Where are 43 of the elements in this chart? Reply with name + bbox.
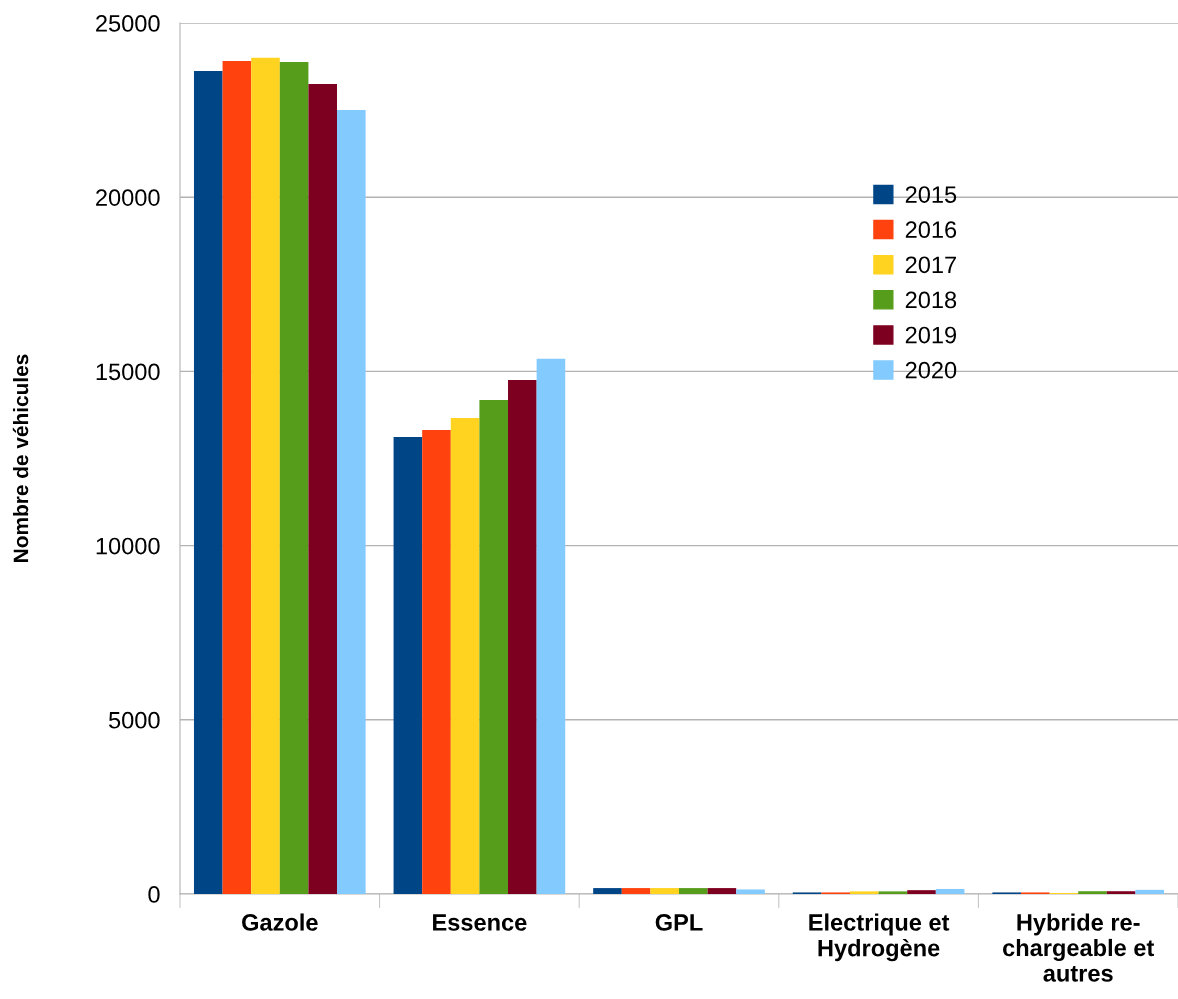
y-tick-label: 25000 — [96, 15, 160, 32]
y-tick-label: 10000 — [96, 537, 160, 555]
bar — [536, 358, 566, 894]
legend-label: 2020 — [905, 361, 957, 379]
y-tick-label: 5000 — [108, 711, 160, 729]
bar — [849, 891, 879, 894]
bar — [393, 436, 423, 894]
bar — [422, 429, 451, 894]
bar — [878, 891, 908, 894]
y-tick-label: 15000 — [96, 363, 160, 381]
bar — [1078, 891, 1107, 894]
bar — [508, 380, 537, 894]
x-tick-label: GPL — [655, 914, 703, 931]
bar — [935, 888, 965, 894]
bar — [593, 888, 622, 894]
y-axis-title: Nombre de véhicules — [12, 354, 29, 562]
legend-label: 2019 — [905, 326, 957, 344]
bar — [222, 60, 252, 894]
bar — [907, 890, 936, 894]
bar — [308, 83, 338, 894]
bar — [193, 71, 223, 894]
bar — [650, 888, 679, 894]
bar — [736, 889, 765, 894]
y-tick-label: 0 — [148, 886, 160, 903]
bar — [479, 399, 509, 894]
bar — [337, 110, 366, 894]
x-tick-label: Gazole — [242, 913, 318, 931]
y-tick-label: 20000 — [96, 189, 160, 206]
bar — [251, 57, 280, 894]
x-tick-label: Essence — [433, 914, 527, 931]
legend-label: 2017 — [905, 256, 956, 274]
bar — [1135, 889, 1165, 894]
bar — [279, 62, 309, 894]
bar — [621, 888, 651, 894]
bar — [450, 418, 480, 894]
bar — [679, 888, 708, 894]
legend-label: 2016 — [905, 221, 957, 239]
legend-label: 2015 — [905, 186, 957, 203]
x-tick-label: Electrique et Hydrogène — [809, 913, 950, 962]
bar — [707, 888, 737, 894]
x-tick-label: Hybride re- chargeable et autres — [1003, 913, 1155, 982]
bar — [1106, 891, 1136, 894]
legend-label: 2018 — [905, 291, 957, 309]
